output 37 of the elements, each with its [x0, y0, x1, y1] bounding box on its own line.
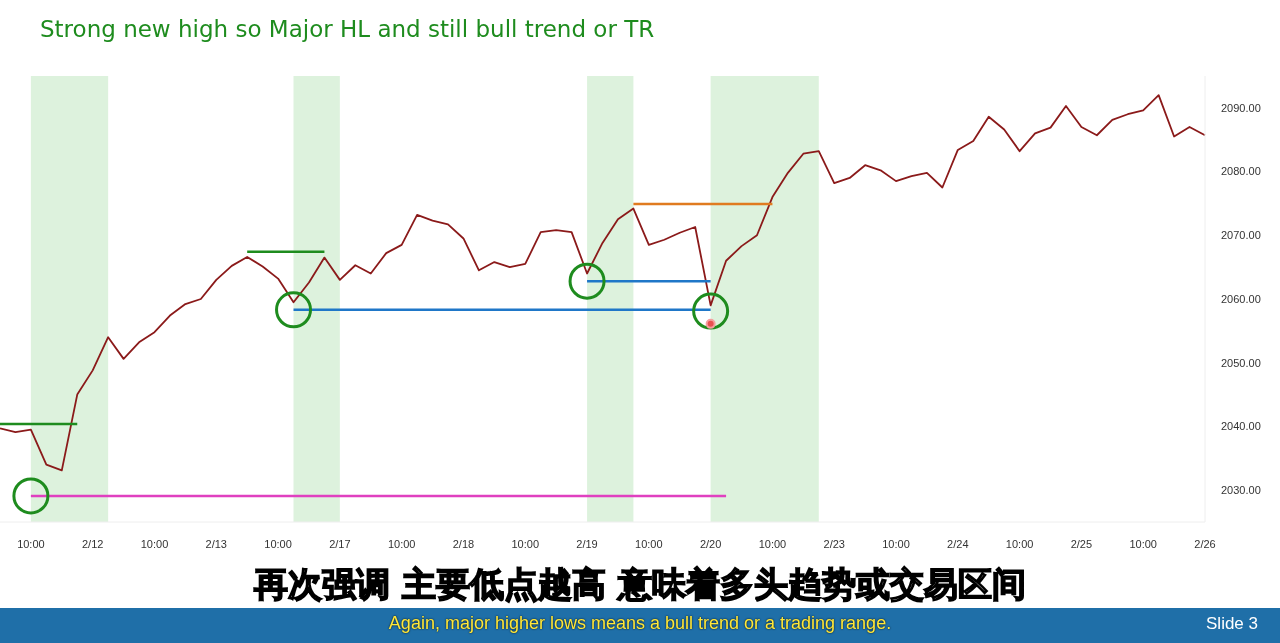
chart-title: Strong new high so Major HL and still bull trend or TR — [40, 16, 655, 42]
x-tick-label: 10:00 — [882, 537, 910, 550]
x-tick-label: 10:00 — [264, 537, 292, 550]
y-tick-label: 2050.00 — [1221, 356, 1261, 369]
point — [705, 318, 716, 329]
x-tick-label: 2/18 — [452, 537, 475, 550]
text: 再次强调 主要低点越高 意味着多头趋势或交易区间 — [253, 563, 1027, 606]
text: Again, major higher lows means a bull trend or a trading range. — [388, 613, 892, 633]
text: Slide 3 — [1206, 614, 1258, 634]
x-tick-label: 2/17 — [329, 537, 351, 550]
x-tick-label: 2/25 — [1070, 537, 1093, 550]
x-tick-label: 10:00 — [1129, 537, 1157, 550]
x-tick-label: 2/12 — [81, 537, 104, 550]
x-tick-label: 2/23 — [823, 537, 845, 550]
x-tick-label: 10:00 — [17, 537, 45, 550]
x-tick-label: 10:00 — [635, 537, 663, 550]
line-series — [0, 94, 1206, 472]
x-tick-label: 2/24 — [947, 537, 969, 550]
point — [12, 477, 50, 515]
y-tick-label: 2030.00 — [1221, 484, 1261, 497]
y-tick-label: 2060.00 — [1221, 292, 1261, 305]
x-tick-label: 10:00 — [1005, 537, 1034, 550]
point — [275, 291, 313, 329]
x-tick-label: 2/13 — [205, 537, 227, 550]
y-tick-label: 2090.00 — [1221, 101, 1261, 114]
x-tick-label: 10:00 — [387, 537, 416, 550]
point — [568, 262, 606, 300]
x-tick-label: 10:00 — [758, 537, 787, 550]
y-tick-label: 2080.00 — [1221, 165, 1261, 178]
point — [692, 292, 730, 330]
x-tick-label: 10:00 — [511, 537, 540, 550]
x-tick-label: 2/26 — [1194, 537, 1216, 550]
x-tick-label: 10:00 — [140, 537, 169, 550]
y-tick-label: 2070.00 — [1221, 229, 1261, 242]
y-tick-label: 2040.00 — [1221, 420, 1261, 433]
x-tick-label: 2/20 — [699, 537, 722, 550]
x-tick-label: 2/19 — [576, 537, 598, 550]
